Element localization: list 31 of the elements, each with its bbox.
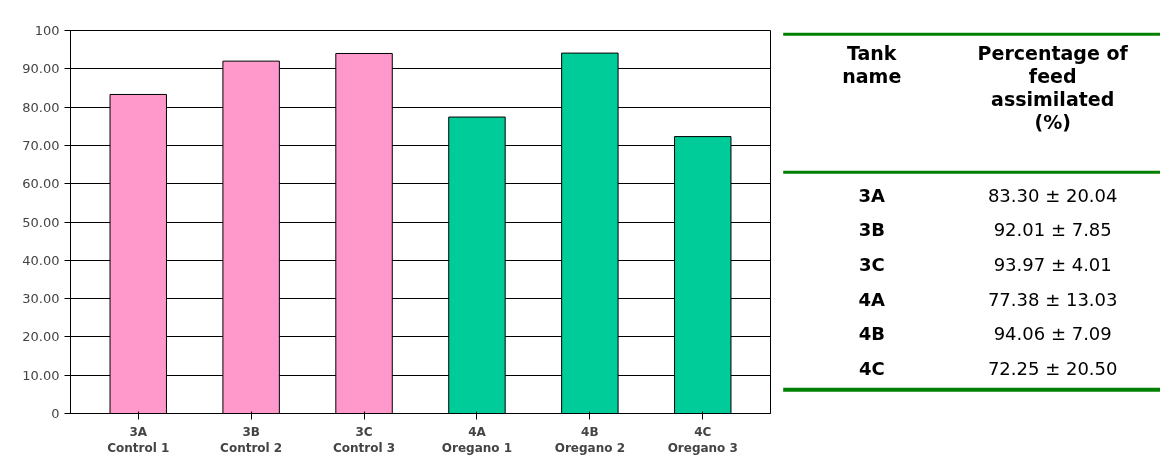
text: 4C <box>858 358 885 379</box>
y-tick-label: 50.00 <box>22 214 60 230</box>
text: 94.06 ± 7.09 <box>993 323 1112 345</box>
x-tick-label: 4B Oregano 2 <box>554 424 625 456</box>
y-tick-label: 70.00 <box>22 137 60 153</box>
y-tick-label: 60.00 <box>22 176 60 192</box>
x-tick-label: 4C Oregano 3 <box>667 424 738 456</box>
x-tick-label: 3A Control 1 <box>107 424 170 456</box>
text: 4A <box>858 288 886 310</box>
text: Percentage of feed assimilated (%) <box>977 41 1129 134</box>
text: 93.97 ± 4.01 <box>993 254 1112 276</box>
y-tick-label: 40.00 <box>22 252 60 268</box>
text: 92.01 ± 7.85 <box>993 219 1112 241</box>
y-tick-label: 90.00 <box>22 61 60 77</box>
text: 3A <box>858 184 886 206</box>
text: 72.25 ± 20.50 <box>987 358 1118 379</box>
text: 3C <box>858 254 885 276</box>
y-tick-label: 20.00 <box>22 329 60 345</box>
x-tick-label: 4A Oregano 1 <box>441 424 513 456</box>
text: 83.30 ± 20.04 <box>987 184 1118 206</box>
y-tick-label: 80.00 <box>22 99 60 115</box>
y-tick-label: 10.00 <box>22 367 60 383</box>
text: Tank name <box>842 41 902 88</box>
x-tick-label: 3B Control 2 <box>220 424 283 456</box>
text: 4B <box>858 323 885 345</box>
y-tick-label: 30.00 <box>22 291 60 307</box>
y-tick-label: 0 <box>51 406 60 421</box>
text: 3B <box>858 219 885 241</box>
y-tick-label: 100 <box>34 23 60 38</box>
text: 77.38 ± 13.03 <box>987 288 1118 310</box>
x-tick-label: 3C Control 3 <box>332 424 396 456</box>
